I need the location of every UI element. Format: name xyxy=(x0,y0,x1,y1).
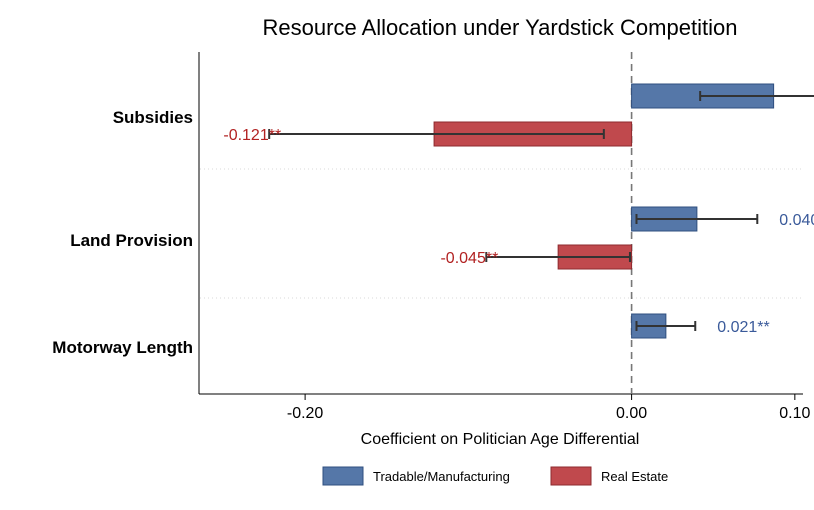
x-tick-label: 0.10 xyxy=(779,405,810,422)
legend-swatch-real-estate xyxy=(550,466,592,486)
x-axis-title: Coefficient on Politician Age Differenti… xyxy=(361,431,640,448)
chart-title: Resource Allocation under Yardstick Comp… xyxy=(263,15,738,40)
data-label-tradable-manufacturing: 0.021** xyxy=(717,319,770,336)
legend-label-real-estate: Real Estate xyxy=(601,469,668,484)
category-label: Motorway Length xyxy=(52,338,193,357)
category-label: Subsidies xyxy=(113,108,193,127)
legend-swatch-tradable-manufacturing xyxy=(322,466,364,486)
x-tick-label: -0.20 xyxy=(287,405,324,422)
data-label-real-estate: -0.045** xyxy=(440,250,498,267)
legend-label-tradable-manufacturing: Tradable/Manufacturing xyxy=(373,469,510,484)
data-label-real-estate: -0.121** xyxy=(223,127,281,144)
data-label-tradable-manufacturing: 0.040** xyxy=(779,212,814,229)
legend: Tradable/Manufacturing Real Estate xyxy=(322,466,668,486)
category-label: Land Provision xyxy=(70,231,193,250)
x-tick-label: 0.00 xyxy=(616,405,647,422)
plot-area: -0.20 0.00 0.10 Subsidies Land Provision Moto… xyxy=(52,52,814,422)
